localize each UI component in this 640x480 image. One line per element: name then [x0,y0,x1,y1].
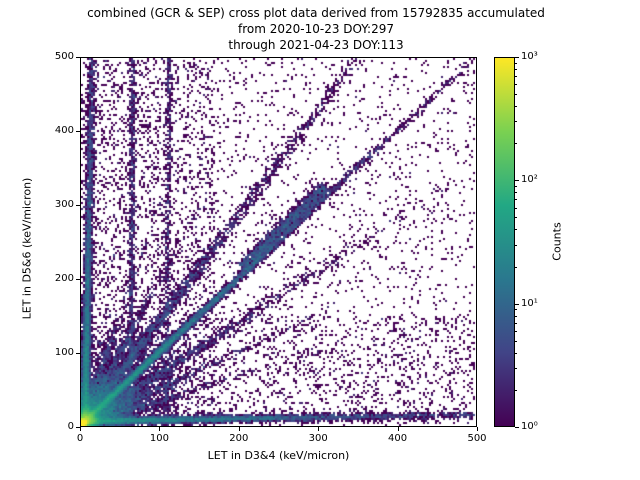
colorbar-minor-tick-mark [515,207,517,209]
y-tick-label: 300 [54,199,74,210]
colorbar-minor-tick-mark [515,229,517,231]
y-tick-label: 0 [67,421,74,432]
y-tick-mark [76,427,80,428]
colorbar-minor-tick-mark [515,84,517,86]
y-tick-label: 200 [54,273,74,284]
y-tick-label: 400 [54,125,74,136]
colorbar-minor-tick-mark [515,315,517,317]
colorbar-tick-mark [515,427,519,428]
colorbar-minor-tick-mark [515,68,517,70]
x-tick-mark [318,427,320,431]
y-tick-label: 500 [54,51,74,62]
colorbar-minor-tick-mark [515,121,517,123]
chart-title-line-2: from 2020-10-23 DOY:297 [237,22,394,36]
y-tick-mark [76,353,80,354]
chart-title: combined (GCR & SEP) cross plot data der… [0,5,632,53]
y-tick-label: 100 [54,347,74,358]
x-axis-label: LET in D3&4 (keV/micron) [207,449,350,462]
colorbar-minor-tick-mark [515,340,517,342]
colorbar-tick-mark [515,180,519,182]
colorbar-minor-tick-mark [515,185,517,187]
colorbar-minor-tick-mark [515,331,517,333]
colorbar-tick-label: 10⁰ [521,421,538,432]
colorbar-tick-label: 10² [521,174,538,186]
colorbar-tick-mark [515,57,519,58]
x-tick-mark [397,427,399,431]
y-tick-mark [76,205,80,206]
x-tick-mark [80,427,81,431]
colorbar-minor-tick-mark [515,106,517,108]
y-axis-label: LET in D5&6 (keV/micron) [20,177,34,320]
colorbar-minor-tick-mark [515,244,517,246]
colorbar-minor-tick-mark [515,217,517,219]
colorbar-tick-label: 10³ [521,51,538,62]
colorbar-minor-tick-mark [515,322,517,324]
colorbar-tick-mark [515,303,519,305]
x-tick-label: 500 [467,433,487,444]
colorbar-minor-tick-mark [515,76,517,78]
x-tick-mark [238,427,240,431]
colorbar-minor-tick-mark [515,94,517,96]
x-tick-label: 400 [388,433,408,444]
x-tick-label: 0 [76,433,84,444]
colorbar-minor-tick-mark [515,368,517,370]
x-tick-mark [159,427,161,431]
colorbar-minor-tick-mark [515,62,517,64]
colorbar-minor-tick-mark [515,192,517,194]
colorbar-minor-tick-mark [515,199,517,201]
y-tick-mark [76,279,80,280]
x-tick-mark [477,427,478,431]
colorbar-minor-tick-mark [515,309,517,311]
x-tick-label: 300 [308,433,328,444]
colorbar [494,57,515,427]
y-tick-mark [76,131,80,132]
x-tick-label: 200 [229,433,249,444]
colorbar-minor-tick-mark [515,266,517,268]
colorbar-minor-tick-mark [515,352,517,354]
x-tick-label: 100 [149,433,169,444]
colorbar-tick-label: 10¹ [521,297,538,309]
colorbar-label: Counts [550,222,564,261]
y-tick-mark [76,57,80,58]
chart-title-line-1: combined (GCR & SEP) cross plot data der… [87,6,545,20]
plot-area [80,57,477,427]
colorbar-minor-tick-mark [515,143,517,145]
chart-title-line-3: through 2021-04-23 DOY:113 [228,38,404,52]
colorbar-minor-tick-mark [515,389,517,391]
scatter-canvas [81,58,476,426]
